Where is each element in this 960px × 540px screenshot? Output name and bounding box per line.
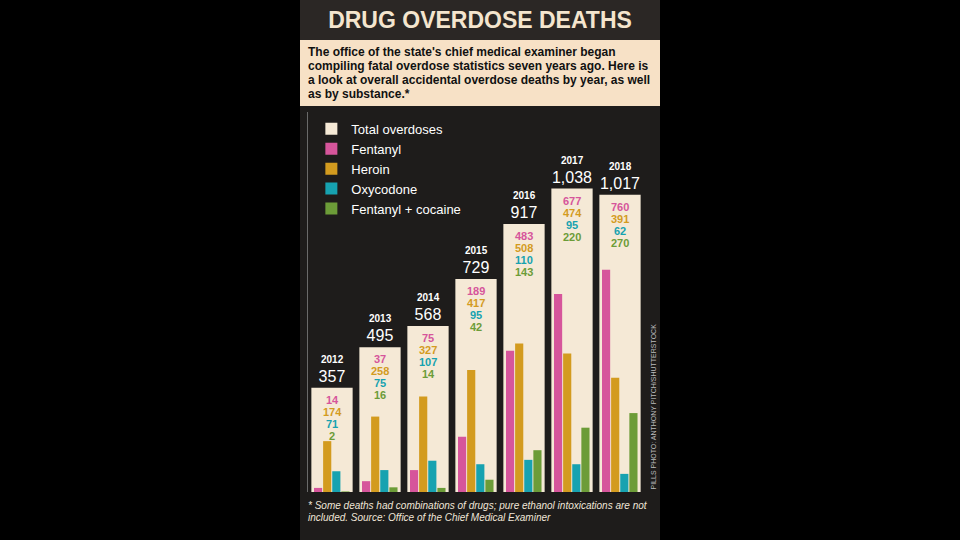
svg-text:Fentanyl: Fentanyl: [351, 142, 401, 157]
svg-text:14: 14: [326, 394, 339, 406]
svg-text:PILLS PHOTO: ANTHONY PITCH/SHU: PILLS PHOTO: ANTHONY PITCH/SHUTTERSTOCK: [650, 324, 657, 490]
svg-text:2013: 2013: [369, 313, 392, 324]
svg-text:Total overdoses: Total overdoses: [351, 122, 443, 137]
html-text:The office of the state's chie: The office of the state's chief medical …: [308, 45, 651, 101]
svg-text:Oxycodone: Oxycodone: [351, 182, 417, 197]
svg-text:327: 327: [419, 344, 437, 356]
svg-text:16: 16: [374, 389, 386, 401]
svg-text:62: 62: [614, 225, 626, 237]
svg-text:2014: 2014: [417, 292, 440, 303]
svg-text:2018: 2018: [609, 161, 632, 172]
svg-text:220: 220: [563, 231, 581, 243]
svg-text:Fentanyl + cocaine: Fentanyl + cocaine: [351, 202, 460, 217]
svg-text:95: 95: [470, 309, 482, 321]
svg-text:760: 760: [611, 201, 629, 213]
svg-text:1,038: 1,038: [552, 169, 592, 186]
svg-text:75: 75: [422, 332, 434, 344]
svg-text:2: 2: [329, 430, 335, 442]
svg-text:95: 95: [566, 219, 578, 231]
svg-text:258: 258: [371, 365, 389, 377]
svg-text:110: 110: [515, 254, 533, 266]
svg-text:14: 14: [422, 368, 435, 380]
svg-text:917: 917: [511, 204, 538, 221]
svg-text:Heroin: Heroin: [351, 162, 389, 177]
svg-text:174: 174: [323, 406, 342, 418]
svg-text:2012: 2012: [321, 354, 344, 365]
svg-text:357: 357: [319, 368, 346, 385]
svg-text:677: 677: [563, 195, 581, 207]
svg-text:42: 42: [470, 321, 482, 333]
svg-text:143: 143: [515, 266, 533, 278]
svg-text:2017: 2017: [561, 155, 584, 166]
svg-text:2015: 2015: [465, 245, 488, 256]
svg-text:37: 37: [374, 353, 386, 365]
svg-text:483: 483: [515, 230, 533, 242]
svg-text:508: 508: [515, 242, 533, 254]
html-text:DRUG OVERDOSE DEATHS: DRUG OVERDOSE DEATHS: [328, 7, 632, 33]
svg-text:1,017: 1,017: [600, 175, 640, 192]
svg-text:2016: 2016: [513, 190, 536, 201]
svg-text:71: 71: [326, 418, 338, 430]
svg-text:474: 474: [563, 207, 582, 219]
html-text:* Some deaths had combinations: * Some deaths had combinations of drugs;…: [308, 500, 647, 523]
svg-text:391: 391: [611, 213, 629, 225]
svg-text:270: 270: [611, 237, 629, 249]
svg-text:107: 107: [419, 356, 437, 368]
svg-text:568: 568: [415, 306, 442, 323]
svg-text:189: 189: [467, 285, 485, 297]
svg-text:495: 495: [367, 327, 394, 344]
svg-text:729: 729: [463, 259, 490, 276]
svg-text:417: 417: [467, 297, 485, 309]
svg-text:75: 75: [374, 377, 386, 389]
